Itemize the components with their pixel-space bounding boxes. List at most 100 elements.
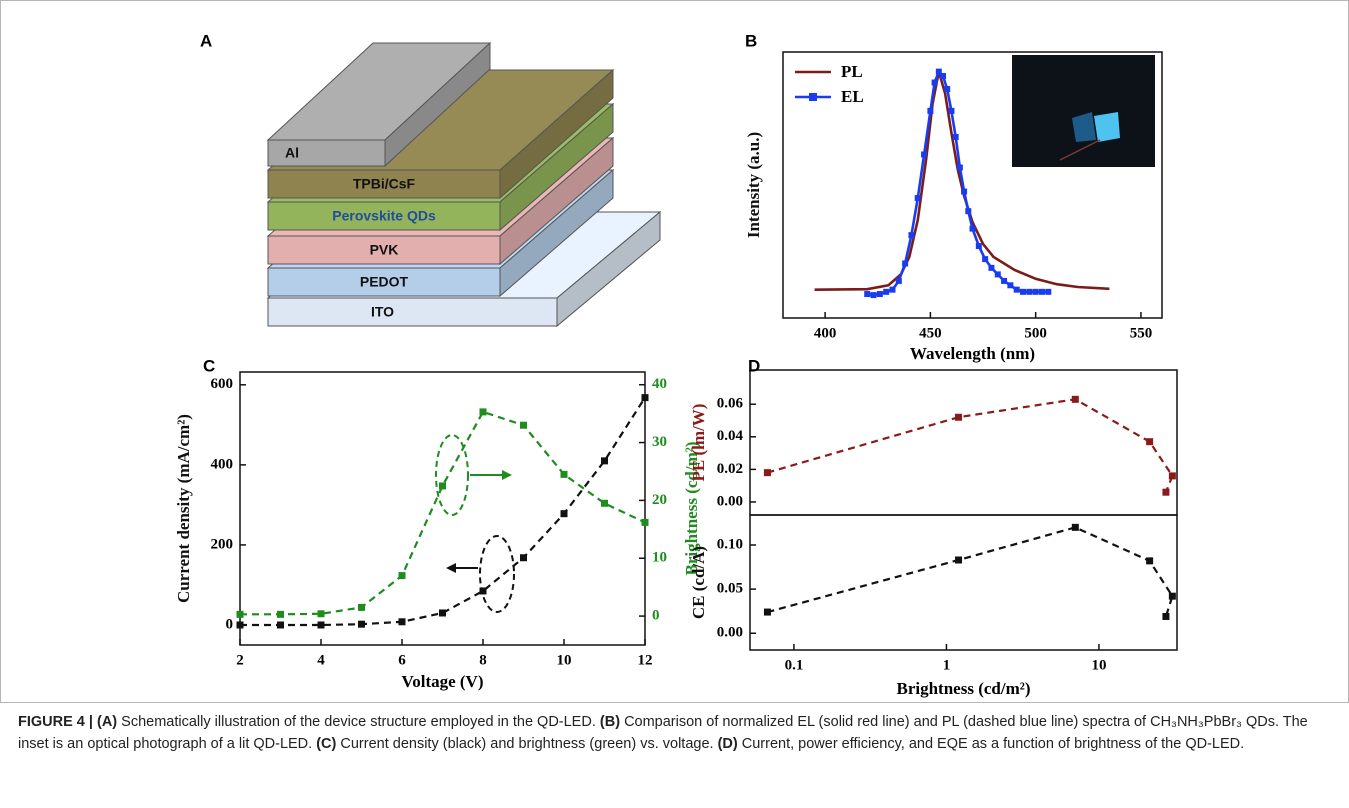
x-tick-label: 12: [638, 652, 653, 668]
data-point: [480, 587, 487, 594]
data-point: [932, 80, 938, 86]
data-point: [1033, 289, 1039, 295]
data-point: [318, 621, 325, 628]
plot-frame: [240, 372, 645, 645]
layer-label: Perovskite QDs: [332, 208, 436, 224]
data-point: [520, 422, 527, 429]
x-tick-label: 10: [557, 652, 572, 668]
data-point: [961, 189, 967, 195]
x-tick-label: 400: [814, 325, 837, 341]
caption-label: FIGURE 4 |: [18, 714, 93, 730]
data-point: [1072, 524, 1079, 531]
y2-tick-label: 0: [652, 608, 660, 624]
y-axis-label: PE (lm/W): [689, 404, 708, 482]
annotations: [436, 435, 514, 612]
caption-label: (D): [718, 736, 738, 752]
y2-tick-label: 40: [652, 376, 667, 392]
data-point: [896, 278, 902, 284]
y-tick-label: 0.04: [717, 428, 744, 444]
caption-text: Current, power efficiency, and EQE as a …: [742, 736, 1244, 752]
y-tick-label: 0: [226, 616, 234, 632]
data-point: [237, 611, 244, 618]
data-point: [642, 394, 649, 401]
plot-frame: [750, 370, 1177, 515]
data-point: [1020, 289, 1026, 295]
layer-front: [268, 298, 557, 326]
data-point: [1045, 289, 1051, 295]
data-point: [277, 611, 284, 618]
x-axis-label: Voltage (V): [402, 672, 484, 691]
data-point: [399, 572, 406, 579]
data-point: [940, 73, 946, 79]
data-point: [1014, 287, 1020, 293]
series-line: [767, 527, 1172, 616]
data-point: [864, 291, 870, 297]
y-tick-label: 0.05: [717, 581, 743, 597]
data-point: [561, 471, 568, 478]
annotation-ellipse: [480, 536, 514, 612]
photo-pixel: [1094, 112, 1120, 142]
data-point: [1007, 282, 1013, 288]
inset-photo: [1012, 55, 1155, 167]
x-tick-label: 500: [1024, 325, 1047, 341]
data-point: [902, 260, 908, 266]
y-tick-label: 200: [211, 536, 234, 552]
photo-background: [1012, 55, 1155, 167]
x-tick-label: 6: [398, 652, 406, 668]
data-point: [237, 621, 244, 628]
data-point: [1026, 289, 1032, 295]
data-point: [277, 621, 284, 628]
x-tick-label: 8: [479, 652, 487, 668]
y-tick-label: 600: [211, 376, 234, 392]
y-tick-label: 400: [211, 456, 234, 472]
data-point: [318, 610, 325, 617]
figure: A ITOPEDOTPVKPerovskite QDsTPBi/CsFAlB40…: [0, 0, 1349, 808]
data-point: [944, 86, 950, 92]
data-point: [965, 208, 971, 214]
caption-label: (C): [316, 736, 336, 752]
data-point: [439, 482, 446, 489]
data-point: [1169, 472, 1176, 479]
legend-marker: [809, 93, 817, 101]
data-point: [988, 265, 994, 271]
x-tick-label: 4: [317, 652, 325, 668]
data-point: [1072, 396, 1079, 403]
data-point: [877, 291, 883, 297]
x-tick-label: 0.1: [785, 657, 804, 673]
panel-label: C: [203, 356, 215, 375]
y-tick-label: 0.02: [717, 461, 743, 477]
data-point: [995, 271, 1001, 277]
caption-text: Current density (black) and brightness (…: [340, 736, 713, 752]
layer-label: ITO: [371, 304, 394, 320]
x-tick-label: 550: [1130, 325, 1153, 341]
layer-label: PEDOT: [360, 274, 409, 290]
data-point: [957, 165, 963, 171]
data-point: [1001, 278, 1007, 284]
series-line: [240, 398, 645, 625]
data-point: [520, 554, 527, 561]
data-point: [871, 292, 877, 298]
data-point: [601, 500, 608, 507]
data-point: [1039, 289, 1045, 295]
data-point: [1162, 613, 1169, 620]
y-axis-label: Current density (mA/cm²): [174, 414, 193, 603]
arrow-head: [446, 563, 456, 573]
caption-label: (B): [600, 714, 620, 730]
data-point: [601, 457, 608, 464]
data-point: [399, 618, 406, 625]
legend-label: EL: [841, 87, 864, 106]
series-line: [767, 399, 1172, 492]
data-point: [889, 287, 895, 293]
y-axis-label: CE (cd/A): [689, 546, 708, 619]
data-point: [1162, 489, 1169, 496]
layer-label: PVK: [370, 242, 399, 258]
data-point: [948, 108, 954, 114]
data-point: [908, 232, 914, 238]
data-point: [955, 414, 962, 421]
data-point: [1146, 438, 1153, 445]
caption: FIGURE 4 | (A) Schematically illustratio…: [18, 711, 1333, 755]
y-tick-label: 0.00: [717, 493, 743, 509]
data-point: [358, 621, 365, 628]
data-point: [955, 557, 962, 564]
x-tick-label: 450: [919, 325, 942, 341]
